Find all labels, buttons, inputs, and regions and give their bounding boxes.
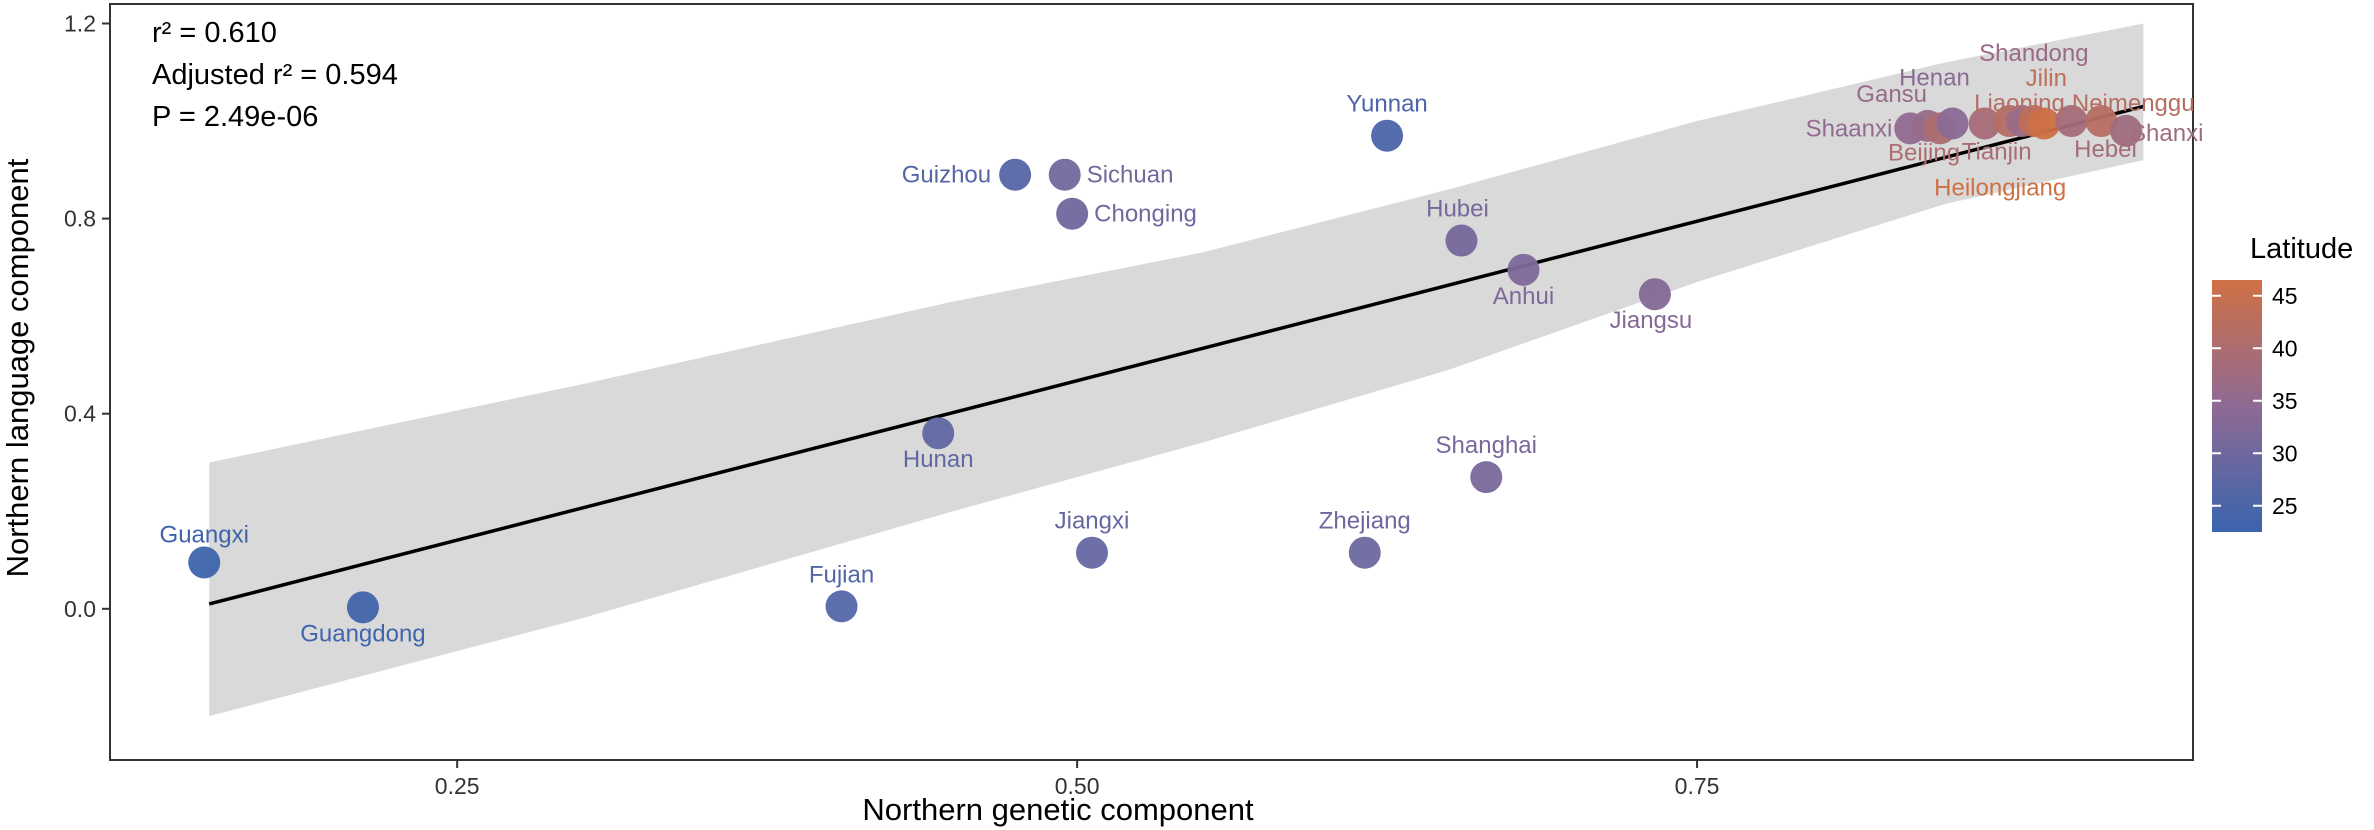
y-axis-title: Northern language component bbox=[0, 158, 35, 577]
point-label: Jilin bbox=[2026, 65, 2067, 92]
regression-stats: r² = 0.610 Adjusted r² = 0.594 P = 2.49e… bbox=[152, 17, 398, 133]
legend-ticks: 25 30 35 40 45 bbox=[2212, 283, 2298, 519]
point-label: Shanxi bbox=[2130, 120, 2203, 147]
legend-title: Latitude bbox=[2250, 233, 2353, 265]
y-tick-label: 0.8 bbox=[64, 206, 96, 232]
point-label: Neimenggu bbox=[2072, 90, 2195, 117]
stat-p-value: P = 2.49e-06 bbox=[152, 101, 318, 133]
point-label: Jiangsu bbox=[1610, 307, 1693, 334]
point-label: Jiangxi bbox=[1055, 508, 1130, 535]
regression-line bbox=[208, 104, 2144, 606]
point-label: Heilongjiang bbox=[1934, 174, 2066, 201]
data-point bbox=[1348, 536, 1381, 569]
point-label: Hunan bbox=[903, 446, 974, 473]
x-tick-label: 0.50 bbox=[1055, 773, 1100, 799]
point-label: Guizhou bbox=[902, 162, 991, 189]
y-tick-label: 0.0 bbox=[64, 596, 96, 622]
data-point bbox=[2085, 105, 2118, 138]
point-label: Hebei bbox=[2074, 136, 2137, 163]
data-point bbox=[825, 590, 858, 623]
point-label: Sichuan bbox=[1087, 162, 1174, 189]
point-label: Tianjin bbox=[1962, 138, 2032, 165]
legend-colorbar bbox=[2212, 280, 2262, 532]
legend-tick-label: 40 bbox=[2272, 335, 2298, 361]
plot-panel-border bbox=[109, 3, 2194, 761]
data-point bbox=[1445, 224, 1478, 257]
y-tick-label: 1.2 bbox=[64, 11, 96, 37]
point-label: Hubei bbox=[1426, 196, 1489, 223]
point-label: Anhui bbox=[1493, 283, 1554, 310]
legend-tick-label: 35 bbox=[2272, 388, 2298, 414]
data-point bbox=[1056, 197, 1089, 230]
data-point bbox=[2055, 105, 2088, 138]
regression-line-layer bbox=[208, 104, 2144, 606]
data-point bbox=[1638, 278, 1671, 311]
confidence-band bbox=[209, 23, 2144, 717]
point-label: Liaoning bbox=[1974, 90, 2065, 117]
legend: Latitude 25 30 35 40 45 bbox=[2212, 233, 2353, 532]
point-label: Henan bbox=[1899, 64, 1970, 91]
legend-tick-label: 25 bbox=[2272, 493, 2298, 519]
data-point bbox=[1371, 119, 1404, 152]
data-point bbox=[999, 158, 1032, 191]
point-label: Gansu bbox=[1856, 81, 1927, 108]
point-label: Yunnan bbox=[1346, 91, 1427, 118]
point-label: Shandong bbox=[1979, 40, 2088, 67]
x-axis-title: Northern genetic component bbox=[862, 792, 1254, 827]
point-label: Shaanxi bbox=[1806, 115, 1893, 142]
point-label: Chonging bbox=[1094, 201, 1197, 228]
confidence-band-layer bbox=[209, 23, 2144, 717]
data-point bbox=[1470, 461, 1503, 494]
data-point bbox=[2028, 107, 2061, 140]
y-tick-label: 0.4 bbox=[64, 401, 96, 427]
data-point bbox=[2110, 114, 2143, 147]
point-label: Zhejiang bbox=[1319, 508, 1411, 535]
point-label: Shanghai bbox=[1436, 432, 1537, 459]
data-point bbox=[1936, 107, 1969, 140]
point-label: Beijing bbox=[1888, 139, 1960, 166]
legend-tick-label: 45 bbox=[2272, 283, 2298, 309]
x-tick-label: 0.25 bbox=[435, 773, 480, 799]
point-label: Guangxi bbox=[160, 521, 249, 548]
point-label: Fujian bbox=[809, 561, 874, 588]
points-layer bbox=[188, 105, 2143, 624]
data-point bbox=[188, 546, 221, 579]
point-label: Guangdong bbox=[300, 620, 425, 647]
data-point bbox=[1048, 158, 1081, 191]
data-point bbox=[1968, 107, 2001, 140]
x-tick-label: 0.75 bbox=[1675, 773, 1720, 799]
stat-r2: r² = 0.610 bbox=[152, 17, 277, 49]
data-point bbox=[1507, 253, 1540, 286]
data-point bbox=[346, 591, 379, 624]
stat-adjusted-r2: Adjusted r² = 0.594 bbox=[152, 59, 398, 91]
axes-layer: 0.25 0.50 0.75 0.0 0.4 0.8 1.2 bbox=[64, 11, 1719, 799]
data-point bbox=[1075, 536, 1108, 569]
data-point bbox=[922, 417, 955, 450]
legend-tick-label: 30 bbox=[2272, 440, 2298, 466]
point-labels-layer: Guangxi Guangdong Fujian Hunan Jiangxi Guizho… bbox=[160, 40, 2204, 647]
